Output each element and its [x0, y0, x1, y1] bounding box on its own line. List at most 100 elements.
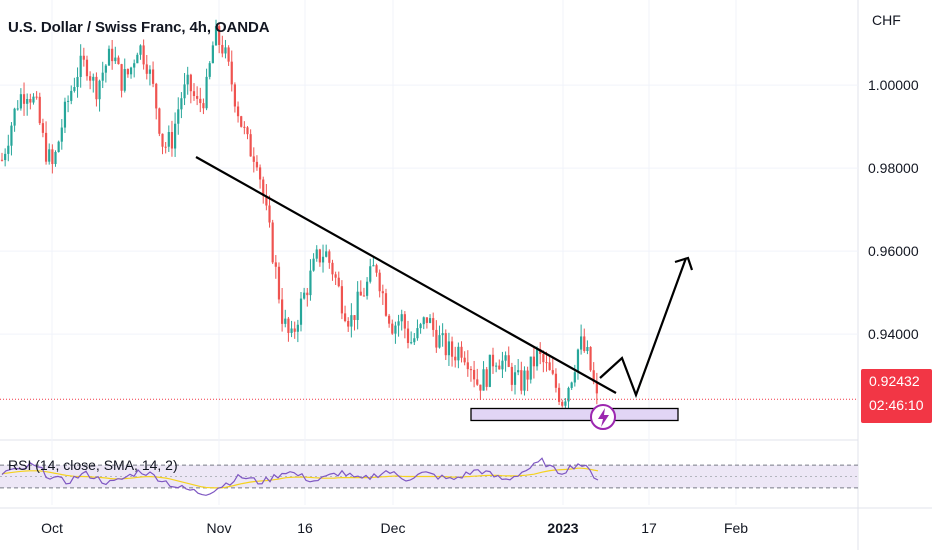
candle-body [208, 63, 211, 77]
support-zone-rect [470, 407, 679, 422]
candle-body [447, 341, 451, 356]
bar-countdown: 02:46:10 [869, 397, 924, 413]
candle-body [76, 76, 79, 88]
candle-body [463, 357, 466, 363]
candle-body [236, 106, 240, 117]
candle-body [7, 145, 10, 154]
candle-body [331, 262, 334, 275]
candle-body [26, 98, 29, 104]
candle-body [557, 387, 561, 402]
candle-body [365, 281, 369, 296]
candle-body [573, 372, 576, 383]
candle-body [444, 333, 447, 356]
candle-body [416, 328, 419, 339]
last-price-value: 0.92432 [869, 373, 920, 389]
candle-body [381, 291, 384, 294]
rsi-indicator-label[interactable]: RSI (14, close, SMA, 14, 2) [8, 457, 178, 473]
candle-body [450, 341, 454, 357]
candle-body [454, 356, 457, 361]
candle-body [133, 63, 136, 68]
x-tick-label: 17 [641, 520, 657, 536]
candle-body [167, 132, 170, 147]
candle-body [334, 274, 337, 278]
candle-body [164, 146, 167, 148]
candle-body [142, 45, 145, 65]
candle-body [567, 387, 570, 402]
candle-body [356, 291, 359, 320]
candle-body [425, 317, 428, 323]
candle-body [595, 381, 598, 394]
candle-body [158, 108, 161, 134]
candle-body [104, 65, 107, 73]
candle-body [186, 74, 189, 85]
candle-body [469, 369, 473, 371]
candle-body [353, 315, 356, 320]
candle-body [589, 347, 592, 371]
candle-body [32, 96, 35, 103]
candle-body [435, 329, 438, 348]
candle-body [343, 313, 347, 321]
candle-body [63, 101, 67, 128]
x-tick-label: Feb [724, 520, 748, 536]
candle-body [233, 84, 237, 107]
candle-body [400, 314, 403, 322]
candle-body [299, 298, 303, 325]
candle-body [535, 349, 539, 367]
candle-body [85, 59, 89, 77]
candle-body [520, 370, 523, 391]
candle-body [548, 362, 551, 371]
candle-body [545, 362, 548, 364]
candle-body [485, 369, 488, 387]
candle-body [570, 382, 573, 388]
candle-body [249, 134, 252, 157]
candle-body [394, 325, 397, 334]
candle-body [4, 153, 7, 161]
candle-body [199, 98, 202, 104]
candle-body [29, 98, 32, 103]
candle-body [151, 69, 155, 84]
candle-body [551, 370, 554, 374]
candle-body [161, 133, 164, 147]
candle-body [114, 57, 117, 62]
candle-body [419, 324, 422, 329]
candle-body [561, 401, 564, 406]
candle-body [466, 362, 469, 370]
candle-body [507, 355, 510, 367]
candle-body [177, 109, 180, 124]
candle-body [306, 292, 309, 296]
candle-body [189, 74, 192, 92]
candle-body [129, 67, 133, 75]
candle-body [422, 317, 425, 325]
candle-body [554, 373, 558, 388]
candle-body [488, 354, 491, 387]
candle-body [378, 272, 381, 292]
candle-body [510, 366, 513, 385]
candle-body [309, 270, 312, 296]
candle-body [196, 96, 199, 99]
candle-body [73, 87, 76, 91]
candle-body [318, 249, 321, 263]
candle-body [580, 336, 583, 350]
candle-body [281, 299, 284, 324]
candle-body [375, 265, 378, 273]
candle-body [262, 179, 265, 196]
candle-body [526, 370, 529, 380]
candle-body [274, 262, 277, 267]
candle-body [107, 48, 111, 66]
candle-body [296, 324, 299, 332]
candle-body [337, 277, 340, 287]
candle-body [406, 328, 410, 344]
candle-body [174, 123, 177, 149]
candle-body [277, 266, 281, 300]
candle-body [60, 127, 63, 142]
y-tick-label: 0.94000 [868, 326, 919, 342]
candle-body [0, 159, 4, 161]
x-tick-label: Dec [381, 520, 406, 536]
candle-body [476, 379, 479, 385]
candle-body [95, 76, 98, 100]
y-tick-label: 0.96000 [868, 243, 919, 259]
candle-body [268, 205, 271, 223]
candle-body [41, 123, 45, 133]
candle-body [388, 315, 391, 324]
